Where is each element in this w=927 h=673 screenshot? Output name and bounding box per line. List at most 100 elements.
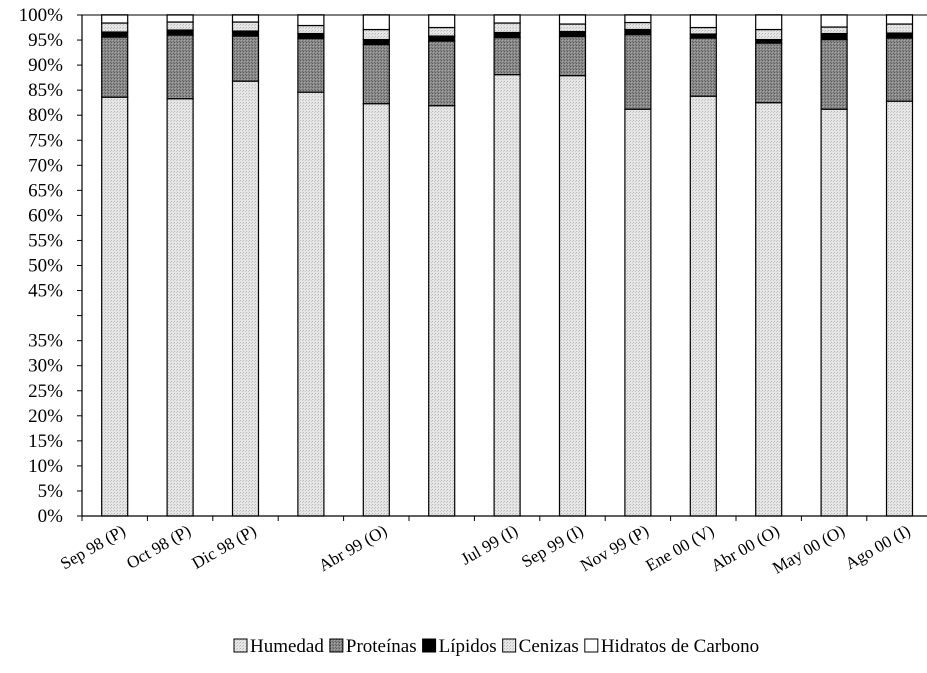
legend: Humedad Proteínas Lípidos Cenizas Hidratos d… — [233, 636, 759, 657]
legend-label-hidratos-de-carbono: Hidratos de Carbono — [601, 636, 759, 657]
bar-segment-humedad-4 — [297, 91, 325, 517]
y-tick-label: 30% — [28, 356, 63, 377]
bar-segment-humedad-5 — [362, 103, 390, 517]
y-tick-label: 70% — [28, 155, 63, 176]
bar-segment-proteinas-8 — [558, 35, 587, 77]
bar-segment-humedad-11 — [755, 102, 783, 517]
legend-label-lipidos: Lípidos — [439, 636, 497, 657]
bar-segment-proteinas-7 — [493, 36, 521, 76]
bar-segment-hidratos-de-carbono-12 — [820, 14, 848, 28]
y-tick-label: 65% — [28, 180, 63, 201]
bar-segment-lipidos-9 — [624, 28, 652, 36]
legend-swatch-cenizas — [502, 638, 517, 653]
bar-segment-cenizas-2 — [166, 21, 194, 31]
bar-segment-hidratos-de-carbono-11 — [755, 14, 783, 31]
x-tick-label: May 00 (O) — [769, 521, 848, 578]
bar-segment-cenizas-4 — [297, 24, 325, 35]
y-tick-label: 20% — [28, 406, 63, 427]
bar-segment-lipidos-8 — [558, 30, 587, 38]
bar-segment-proteinas-11 — [755, 42, 783, 104]
x-tick-label: Jul 99 (I) — [458, 521, 521, 569]
bar-segment-proteinas-12 — [820, 38, 848, 110]
y-tick-label: 85% — [28, 80, 63, 101]
bar-segment-humedad-13 — [885, 100, 914, 517]
bar-segment-hidratos-de-carbono-1 — [101, 14, 129, 24]
y-tick-label: 75% — [28, 130, 63, 151]
bar-segment-hidratos-de-carbono-13 — [885, 14, 914, 25]
bar-segment-cenizas-1 — [101, 22, 129, 33]
y-tick-label: 60% — [28, 205, 63, 226]
bar-segment-proteinas-4 — [297, 37, 325, 93]
y-tick-label: 90% — [28, 55, 63, 76]
bar-segment-cenizas-3 — [231, 21, 260, 32]
bar-segment-proteinas-3 — [231, 35, 260, 82]
bar-segment-hidratos-de-carbono-10 — [689, 14, 717, 29]
bar-segment-hidratos-de-carbono-2 — [166, 14, 194, 23]
legend-swatch-hidratos-de-carbono — [584, 638, 599, 653]
bar-segment-cenizas-9 — [624, 21, 652, 31]
y-tick-label: 100% — [19, 5, 64, 26]
bar-segment-hidratos-de-carbono-7 — [493, 14, 521, 24]
x-tick-label: Ago 00 (I) — [842, 521, 914, 573]
x-tick-label: Dic 98 (P) — [189, 521, 260, 573]
y-tick-label: 25% — [28, 381, 63, 402]
bar-segment-humedad-2 — [166, 98, 194, 517]
bar-segment-lipidos-1 — [101, 31, 129, 38]
y-tick-label: 80% — [28, 105, 63, 126]
bar-segment-humedad-12 — [820, 108, 848, 517]
bar-segment-lipidos-3 — [231, 30, 260, 37]
x-axis: Sep 98 (P)Oct 98 (P)Dic 98 (P) Abr 99 (O)… — [57, 515, 927, 578]
bar-segment-cenizas-6 — [428, 26, 456, 37]
bar-segment-lipidos-7 — [493, 31, 521, 39]
bar-segment-humedad-10 — [689, 95, 717, 517]
y-tick-label: 45% — [28, 281, 63, 302]
bar-segment-hidratos-de-carbono-6 — [428, 14, 456, 29]
bar-segment-cenizas-12 — [820, 26, 848, 35]
x-tick-label: Ene 00 (V) — [642, 521, 717, 575]
y-tick-label: 0% — [38, 506, 64, 527]
legend-label-cenizas: Cenizas — [519, 636, 579, 657]
x-tick-label: Sep 98 (P) — [57, 521, 129, 573]
bar-segment-lipidos-2 — [166, 29, 194, 36]
y-axis: 0% 5% 10% 15% 20% 25% 30% 35% 45% 50% 55% 60% 65% 70%… — [19, 5, 83, 527]
x-tick-label: Sep 99 (I) — [518, 521, 586, 571]
bar-segment-cenizas-11 — [755, 28, 783, 41]
bar-segment-proteinas-5 — [362, 43, 390, 105]
y-tick-label: 95% — [28, 30, 63, 51]
bar-segment-proteinas-10 — [689, 37, 717, 97]
legend-label-proteinas: Proteínas — [346, 636, 417, 657]
bar-segment-lipidos-6 — [428, 35, 456, 42]
y-tick-label: 35% — [28, 331, 63, 352]
bar-segment-cenizas-13 — [885, 23, 914, 34]
y-tick-label: 50% — [28, 256, 63, 277]
x-tick-label: Nov 99 (P) — [577, 521, 652, 575]
bar-segment-hidratos-de-carbono-9 — [624, 14, 652, 24]
bar-segment-proteinas-9 — [624, 33, 652, 110]
bar-segment-cenizas-5 — [362, 28, 390, 41]
bar-segment-proteinas-2 — [166, 34, 194, 100]
bar-segment-humedad-9 — [624, 108, 652, 517]
x-tick-label: Abr 99 (O) — [315, 521, 390, 575]
x-tick-label: Oct 98 (P) — [123, 521, 194, 573]
legend-swatch-proteinas — [329, 638, 344, 653]
bar-segment-proteinas-1 — [101, 36, 129, 98]
bar-segment-lipidos-12 — [820, 32, 848, 41]
legend-swatch-lipidos — [422, 638, 437, 653]
y-tick-label: 10% — [28, 456, 63, 477]
bar-segment-lipidos-5 — [362, 38, 390, 46]
bar-segment-proteinas-13 — [885, 37, 914, 102]
bar-segment-humedad-6 — [428, 105, 456, 517]
bar-segment-humedad-1 — [101, 96, 129, 517]
y-tick-label: 5% — [38, 481, 64, 502]
bar-segment-cenizas-7 — [493, 22, 521, 34]
bar-segment-hidratos-de-carbono-3 — [231, 14, 260, 23]
bar-segment-lipidos-4 — [297, 32, 325, 40]
bar-segment-cenizas-8 — [558, 23, 587, 33]
bar-segment-cenizas-10 — [689, 26, 717, 35]
plot-area — [82, 14, 927, 517]
bar-segment-hidratos-de-carbono-5 — [362, 14, 390, 31]
bar-segment-hidratos-de-carbono-4 — [297, 14, 325, 27]
bar-segment-humedad-7 — [493, 74, 521, 517]
bar-segment-humedad-8 — [558, 75, 587, 517]
